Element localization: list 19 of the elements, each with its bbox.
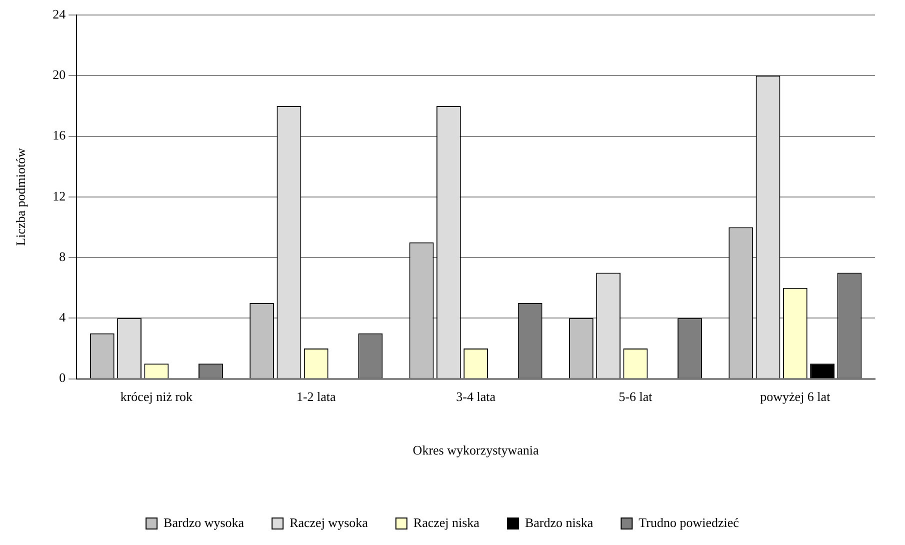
legend-label: Bardzo wysoka <box>164 514 244 530</box>
x-tick-label: 3-4 lata <box>456 389 496 404</box>
x-axis-title: Okres wykorzystywania <box>412 442 540 458</box>
legend-label: Raczej niska <box>413 514 480 530</box>
legend-label: Raczej wysoka <box>290 514 368 530</box>
x-tick-label: 1-2 lata <box>296 389 336 404</box>
y-tick-label: 16 <box>52 128 66 143</box>
y-tick-label: 12 <box>52 188 66 204</box>
legend-label: Bardzo niska <box>524 514 594 530</box>
legend-label: Trudno powiedzieć <box>638 514 740 530</box>
y-tick-label: 20 <box>52 67 66 82</box>
y-tick-label: 8 <box>59 248 66 264</box>
x-tick-label: powyżej 6 lat <box>760 389 831 404</box>
y-tick-label: 0 <box>59 370 66 386</box>
x-tick-label: 5-6 lat <box>618 389 653 404</box>
y-axis-title: Liczba podmiotów <box>13 147 28 246</box>
y-tick-label: 4 <box>59 310 66 325</box>
y-tick-label: 24 <box>52 6 66 22</box>
x-tick-label: krócej niż rok <box>120 389 194 404</box>
